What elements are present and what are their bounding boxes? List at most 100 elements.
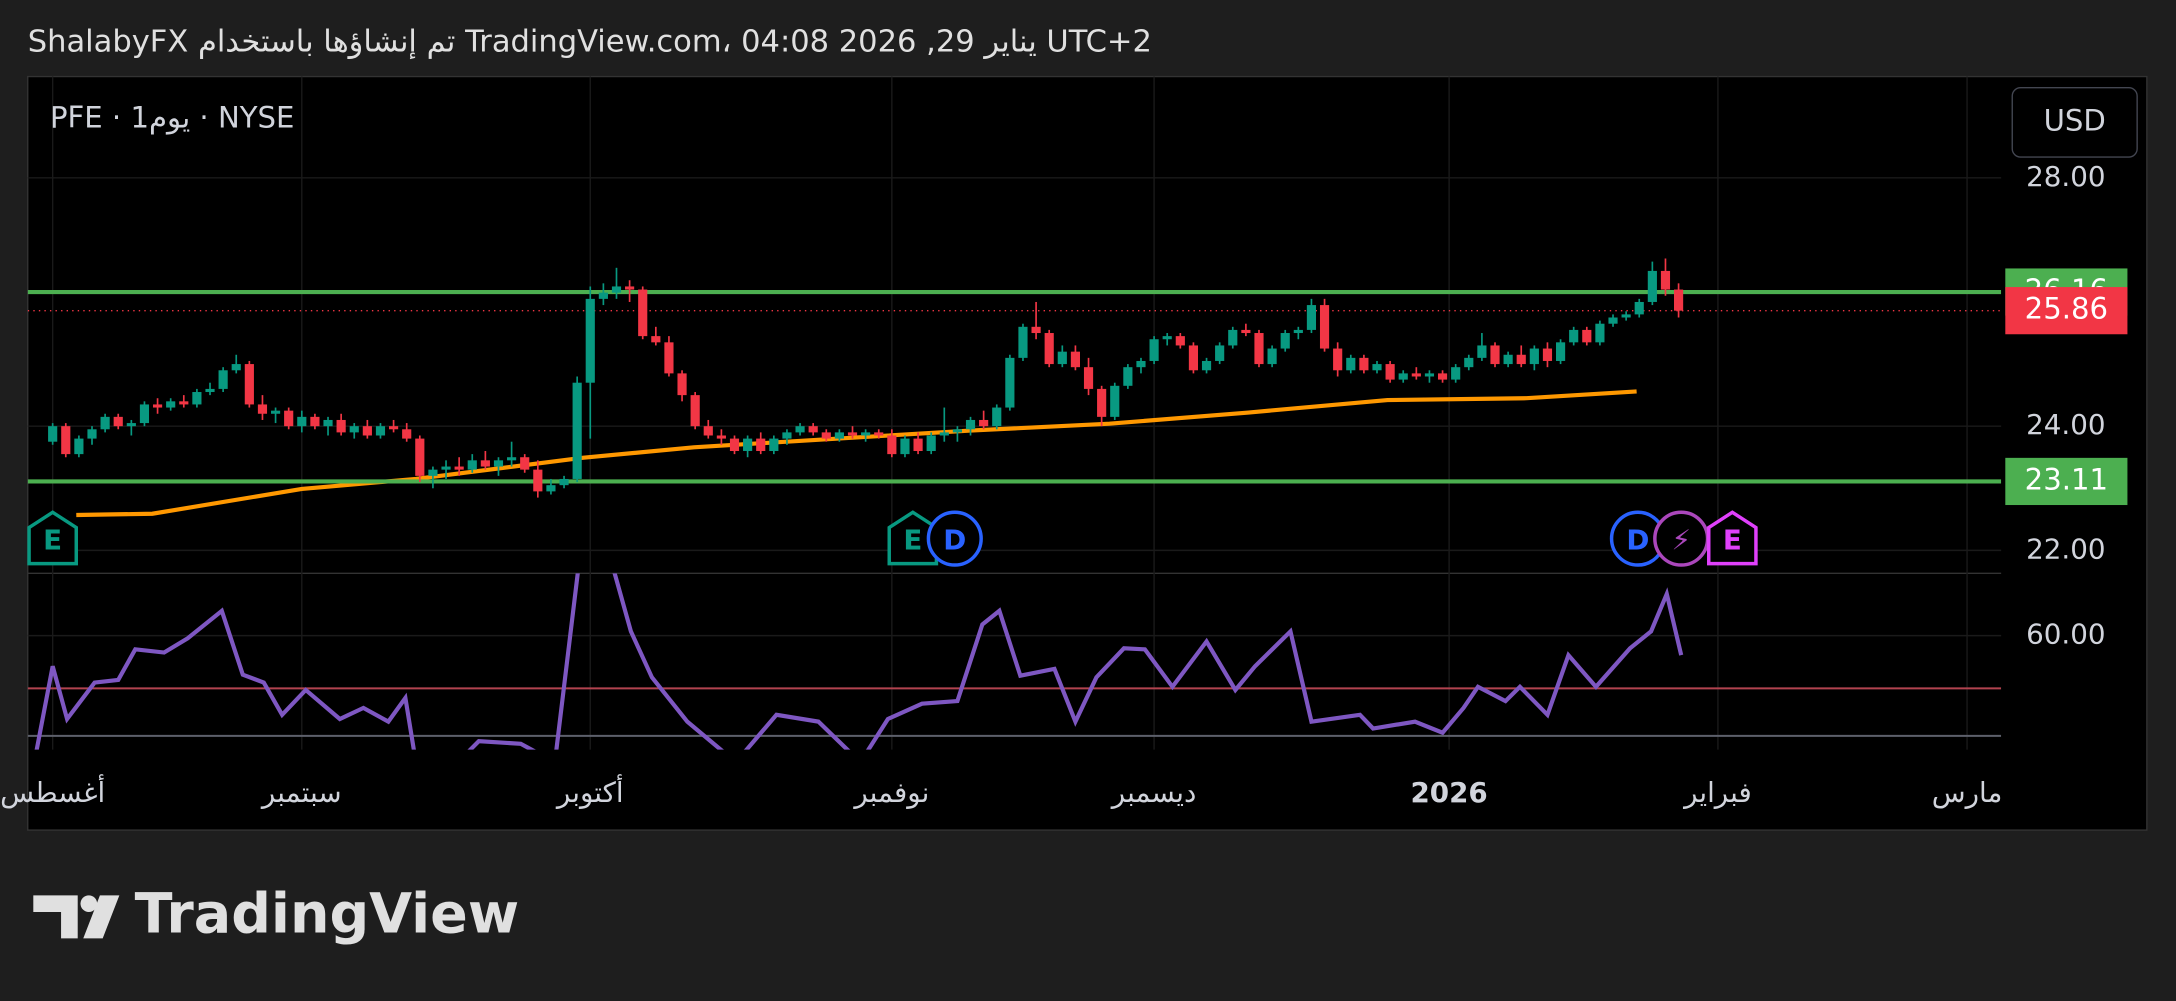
candle-body: [703, 426, 713, 436]
rsi-line: [34, 573, 1684, 750]
candle-body: [782, 432, 792, 439]
candle-body: [205, 388, 215, 393]
candle-body: [244, 364, 254, 405]
candle-body: [1464, 357, 1474, 368]
moving-average: [76, 389, 1637, 518]
candle-body: [1398, 373, 1408, 380]
candle-body: [808, 426, 818, 433]
candle-body: [1516, 354, 1526, 365]
candle-body: [192, 392, 202, 405]
event-label: D: [943, 523, 966, 556]
candle-body: [1359, 357, 1369, 371]
last-price-label: 25.86: [2025, 292, 2108, 326]
candle-body: [74, 438, 84, 455]
candle-body: [389, 426, 399, 430]
x-tick-label: فبراير: [1682, 776, 1752, 809]
candle-body: [1162, 336, 1172, 340]
candle-body: [638, 289, 648, 337]
candle-body: [900, 438, 910, 455]
candle-body: [1437, 373, 1448, 380]
candle-body: [284, 410, 294, 427]
rsi-pane: [27, 573, 2002, 750]
candle-body: [1582, 329, 1592, 343]
candle-body: [913, 438, 923, 452]
candle-body: [480, 460, 490, 467]
candle-body: [677, 373, 687, 396]
candle-body: [1201, 360, 1212, 371]
level-label: 23.11: [2025, 462, 2108, 496]
candle-body: [992, 407, 1002, 427]
candle-body: [1608, 317, 1618, 324]
event-label: D: [1626, 523, 1649, 556]
candle-body: [690, 395, 700, 427]
candle-body: [1319, 305, 1330, 349]
candle-body: [297, 416, 307, 427]
candle-body: [598, 292, 608, 299]
x-tick-label: أغسطس: [0, 773, 105, 809]
candle-body: [113, 416, 123, 427]
rsi-tick-label: 60.00: [2026, 618, 2105, 651]
candle-body: [179, 401, 189, 405]
candle-body: [139, 404, 150, 424]
candle-body: [874, 432, 884, 436]
candle-body: [1215, 345, 1225, 361]
candle-body: [454, 466, 464, 470]
candle-body: [152, 404, 163, 408]
candle-body: [1595, 323, 1605, 343]
candle-body: [166, 401, 176, 408]
candle-body: [743, 438, 753, 452]
brand-logo: [33, 895, 120, 939]
candle-body: [467, 460, 477, 470]
candle-body: [1254, 333, 1264, 365]
candle-body: [1634, 301, 1644, 315]
candle-body: [1490, 345, 1500, 365]
x-tick-label: نوفمبر: [852, 776, 929, 809]
candle-body: [1280, 333, 1290, 349]
candle-body: [61, 426, 71, 455]
candle-body: [1228, 329, 1238, 346]
brand-name: TradingView: [135, 882, 520, 947]
candle-body: [585, 298, 595, 383]
candle-body: [1569, 329, 1579, 343]
candle-body: [887, 435, 897, 455]
event-badge: [926, 510, 983, 567]
candle-body: [1123, 367, 1133, 386]
candle-body: [493, 460, 504, 467]
candle-body: [861, 432, 871, 436]
candle-body: [965, 419, 976, 430]
currency[interactable]: USD: [2044, 103, 2106, 137]
event-label: ⚡: [1671, 523, 1691, 556]
candle-body: [1241, 329, 1251, 334]
candle-body: [1385, 364, 1395, 380]
candle-body: [48, 426, 58, 442]
currency-button[interactable]: [2011, 86, 2138, 158]
candle-body: [1149, 339, 1159, 361]
candle-body: [323, 419, 333, 427]
candle-body: [1529, 348, 1539, 365]
chart-layer: أغسطس سبتمبر أكتوبر نوفمبر ديسمبر 2026 فبراير م…: [0, 76, 2128, 809]
x-tick-label: سبتمبر: [260, 776, 342, 809]
candle-body: [218, 370, 228, 389]
candle-body: [520, 457, 530, 470]
candle-body: [795, 426, 805, 433]
candle-body: [375, 426, 386, 436]
candle-body: [664, 342, 674, 374]
candle-body: [559, 478, 569, 486]
candle-body: [310, 416, 320, 427]
candle-body: [1293, 329, 1303, 334]
candle-body: [1136, 360, 1146, 368]
candle-body: [1044, 333, 1054, 365]
candle-body: [1306, 305, 1317, 330]
x-tick-label: أكتوبر: [555, 773, 624, 809]
level-label-bg: [2005, 457, 2128, 506]
candle-body: [1503, 354, 1513, 365]
candle-body: [1097, 388, 1107, 417]
candle-body: [611, 286, 622, 293]
candle-body: [729, 438, 740, 452]
candle-body: [756, 438, 766, 452]
candle-body: [769, 438, 779, 452]
candle-body: [1372, 364, 1382, 371]
candle-body: [1057, 351, 1067, 365]
